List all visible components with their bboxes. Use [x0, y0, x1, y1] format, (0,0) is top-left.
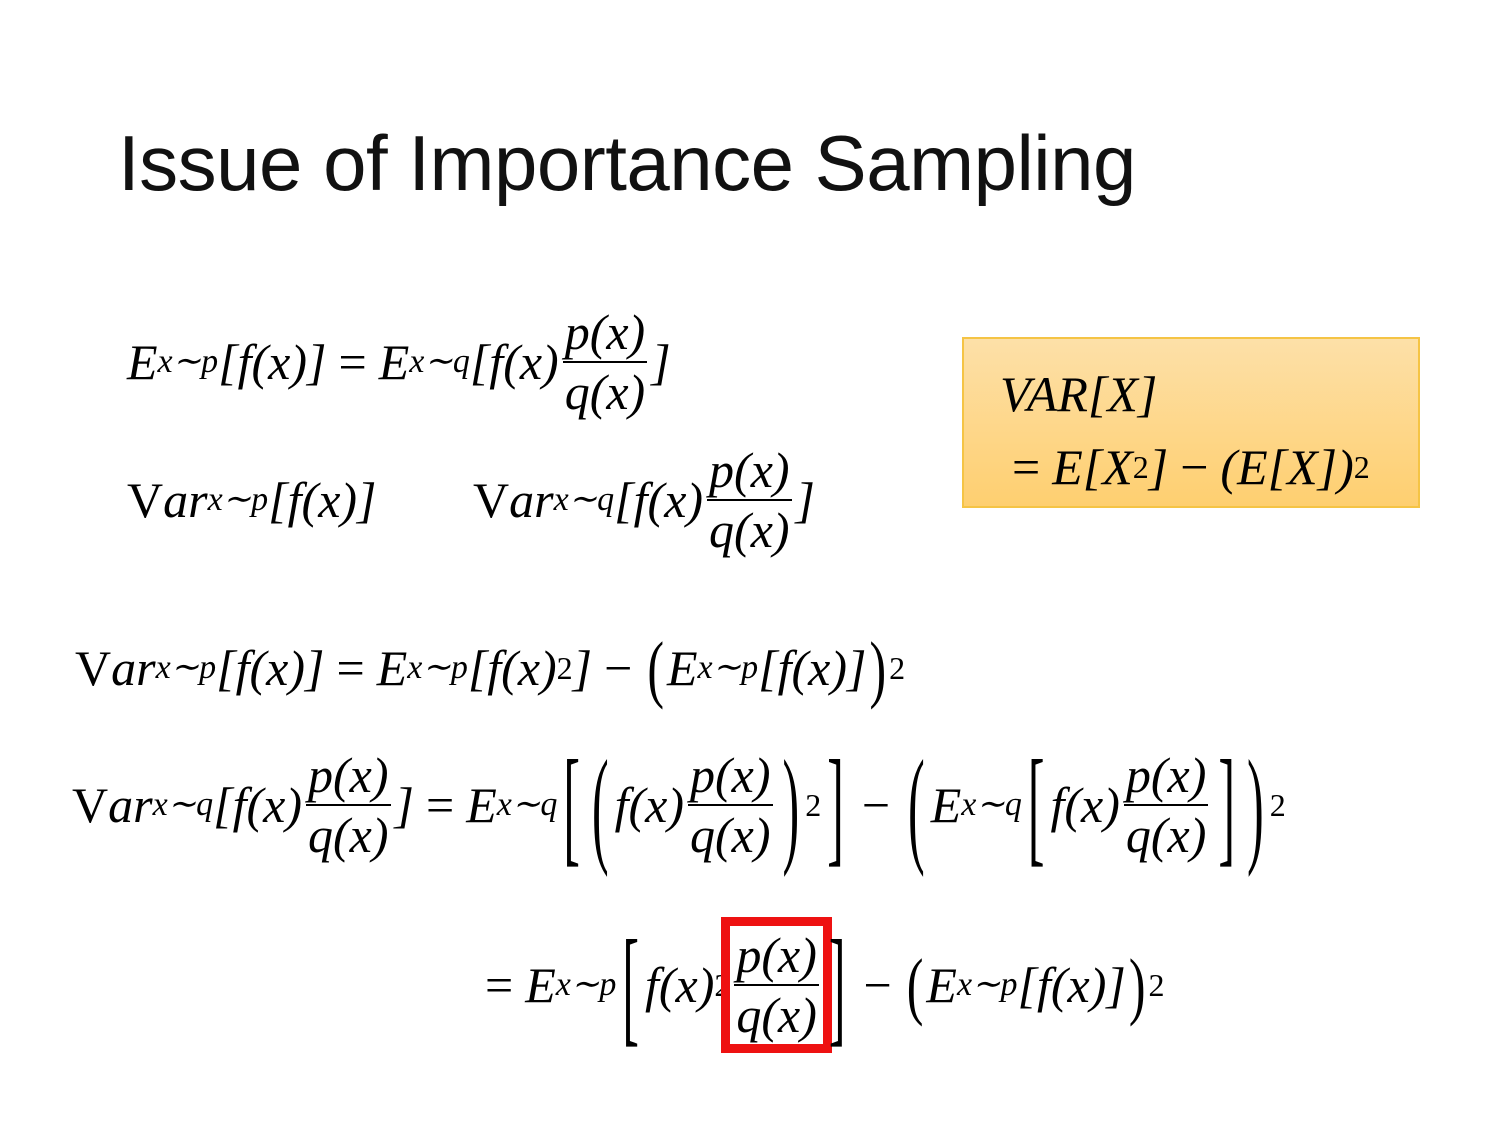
fraction: p(x) q(x) [306, 750, 391, 860]
math-text: f(x) [1050, 777, 1120, 833]
math-text: ] [795, 472, 816, 528]
math-text: [ [469, 334, 490, 390]
math-text: ar [108, 777, 153, 833]
math-text: (x) [647, 472, 704, 528]
numerator: p(x) [564, 304, 646, 360]
slide-title: Issue of Importance Sampling [118, 119, 1136, 207]
math-upright-text: V [473, 472, 510, 528]
large-delimiter: [ [1027, 732, 1045, 878]
math-text: E [926, 957, 957, 1013]
fraction: p(x) q(x) [707, 445, 792, 555]
denominator: q(x) [306, 804, 391, 860]
operator: = [336, 640, 365, 696]
math-text: ] [357, 472, 377, 528]
large-delimiter: [ [622, 912, 639, 1058]
math-text: (x) [503, 334, 559, 390]
math-text: E [525, 957, 556, 1013]
denominator: q(x) [1123, 804, 1209, 860]
math-text: [f(x)] [758, 640, 867, 696]
operator: = [1012, 439, 1041, 495]
math-text: VAR[X] [1000, 366, 1158, 422]
math-text: ar [111, 640, 156, 696]
large-delimiter: ( [908, 732, 925, 878]
fraction: p(x) q(x) [562, 304, 648, 417]
math-text: (E[X]) [1220, 439, 1354, 495]
math-text: f [489, 334, 504, 390]
math-upright-text: V [127, 472, 164, 528]
math-text: f(x) [614, 777, 685, 833]
large-delimiter: ) [1247, 732, 1264, 878]
operator: − [1180, 439, 1209, 495]
denominator: q(x) [688, 804, 773, 860]
math-text: E [667, 640, 698, 696]
operator: − [604, 640, 633, 696]
math-text: ] [651, 334, 671, 390]
large-delimiter: ] [827, 732, 844, 878]
note-line-1: VAR[X] [1000, 365, 1157, 423]
numerator: p(x) [690, 747, 771, 803]
large-delimiter: ( [591, 732, 609, 878]
delimiter: ) [869, 626, 887, 710]
math-text: f [237, 334, 252, 390]
math-text: f [633, 472, 648, 528]
numerator: p(x) [709, 442, 790, 498]
denominator: q(x) [707, 499, 792, 555]
delimiter: ) [1128, 943, 1146, 1027]
note-line-2: = E[X 2] − (E[X]) 2 [1012, 439, 1370, 495]
operator: = [338, 334, 367, 390]
math-text: [ [614, 472, 634, 528]
denominator: q(x) [562, 361, 648, 417]
variance-definition-note: VAR[X] = E[X 2] − (E[X]) 2 [962, 337, 1420, 508]
math-text: ] [572, 640, 593, 696]
math-text: (x) [301, 472, 358, 528]
math-text: E [127, 334, 158, 390]
large-delimiter: ) [782, 732, 800, 878]
math-text: ] [307, 334, 327, 390]
operator: = [425, 777, 455, 833]
math-text: [ [268, 472, 288, 528]
denominator: q(x) [734, 984, 819, 1040]
operator: = [485, 957, 514, 1013]
large-delimiter: ] [1218, 732, 1236, 878]
math-text: E [466, 777, 497, 833]
operator: − [861, 777, 891, 833]
math-text: E [376, 640, 408, 696]
math-text: (x) [251, 334, 308, 390]
math-text: ar [509, 472, 554, 528]
math-text: ar [163, 472, 208, 528]
delimiter: ( [647, 626, 664, 710]
numerator: p(x) [736, 927, 817, 983]
fraction: p(x) q(x) [688, 750, 773, 860]
numerator: p(x) [308, 747, 389, 803]
math-text: E[X [1052, 439, 1133, 495]
numerator: p(x) [1125, 747, 1207, 803]
math-text: f [287, 472, 302, 528]
math-text: ] [1148, 439, 1169, 495]
math-text: E [930, 777, 962, 833]
math-text: f(x) [645, 957, 715, 1013]
large-delimiter: [ [563, 732, 580, 878]
math-text: [f(x) [213, 777, 303, 833]
large-delimiter: ] [828, 912, 846, 1058]
math-text: ] [394, 777, 414, 833]
delimiter: ( [906, 943, 924, 1027]
math-text: E [378, 334, 410, 390]
operator: − [863, 957, 892, 1013]
math-upright-text: V [72, 777, 109, 833]
math-text: [f(x)] [216, 640, 325, 696]
math-text: [f(x) [467, 640, 557, 696]
math-text: [f(x)] [1017, 957, 1126, 1013]
math-upright-text: V [75, 640, 112, 696]
highlighted-fraction: p(x) q(x) [721, 917, 832, 1053]
fraction: p(x) q(x) [1123, 747, 1209, 860]
math-text: [ [218, 334, 238, 390]
